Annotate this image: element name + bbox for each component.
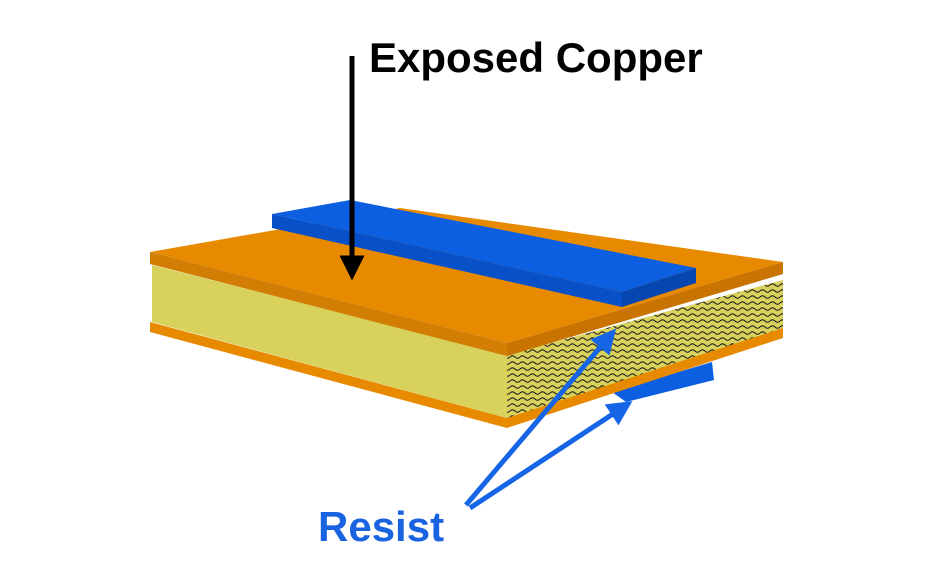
resist-label: Resist [318,503,444,550]
resist-arrow-top [464,328,617,507]
top-resist-right-side [622,268,696,307]
substrate-side-face [507,280,783,418]
resist-arrow-bottom [468,401,633,511]
bottom-copper-layer [150,322,783,428]
substrate-front-face [152,265,507,418]
top-resist-front-side [272,214,622,307]
top-copper-side-edge [507,262,783,356]
exposed-copper-label: Exposed Copper [369,34,703,81]
top-resist-strip [272,200,696,292]
bottom-resist-strip [612,362,714,402]
top-copper-front-edge [150,252,507,356]
top-copper-layer [150,208,783,343]
